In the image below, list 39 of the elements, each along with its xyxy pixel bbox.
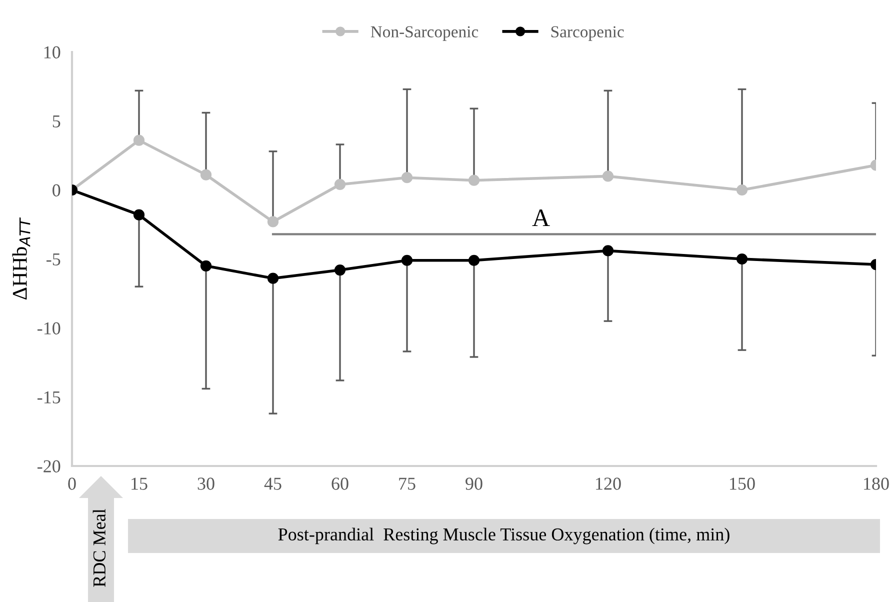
x-tick-label: 45 [264,478,282,490]
point [334,264,346,276]
point [602,170,614,182]
y-tick-label: -15 [37,391,60,404]
x-tick-label: 75 [399,478,416,490]
y-tick-label: -20 [37,460,60,472]
y-tick-label: 5 [52,115,60,128]
point [401,254,413,266]
point [334,178,346,190]
point [133,134,145,146]
point [736,184,748,196]
annotation: A [532,210,550,226]
point [200,169,212,180]
y-tick-label: -5 [46,253,60,266]
legend-label: Sarcopenic [551,26,624,41]
x-tick-label: 60 [332,478,348,490]
x-tick-label: 90 [466,478,482,490]
x-tick-label: 150 [730,478,755,490]
point [267,272,279,284]
point [401,172,413,184]
legend-label: Non-Sarcopenic [370,26,478,41]
point [468,254,480,266]
y-axis-title: ΔHHb$_{ATT}$ [12,217,30,300]
text: RDC Meal [92,508,106,587]
x-tick-label: 120 [596,478,621,490]
x-tick-label: 180 [864,478,889,490]
point [133,209,145,220]
point [736,253,748,265]
y-tick-label: -10 [37,322,60,334]
x-axis-title: Post-prandial Resting Muscle Tissue Oxygenation (time, min) [278,528,730,544]
x-tick-label: 15 [132,478,148,490]
point [602,245,614,256]
x-tick-label: 0 [68,478,76,490]
point [267,216,279,228]
y-tick-label: 0 [52,184,60,196]
point [468,174,480,186]
x-tick-label: 30 [198,478,214,490]
y-tick-label: 10 [44,46,60,58]
point [200,260,212,272]
